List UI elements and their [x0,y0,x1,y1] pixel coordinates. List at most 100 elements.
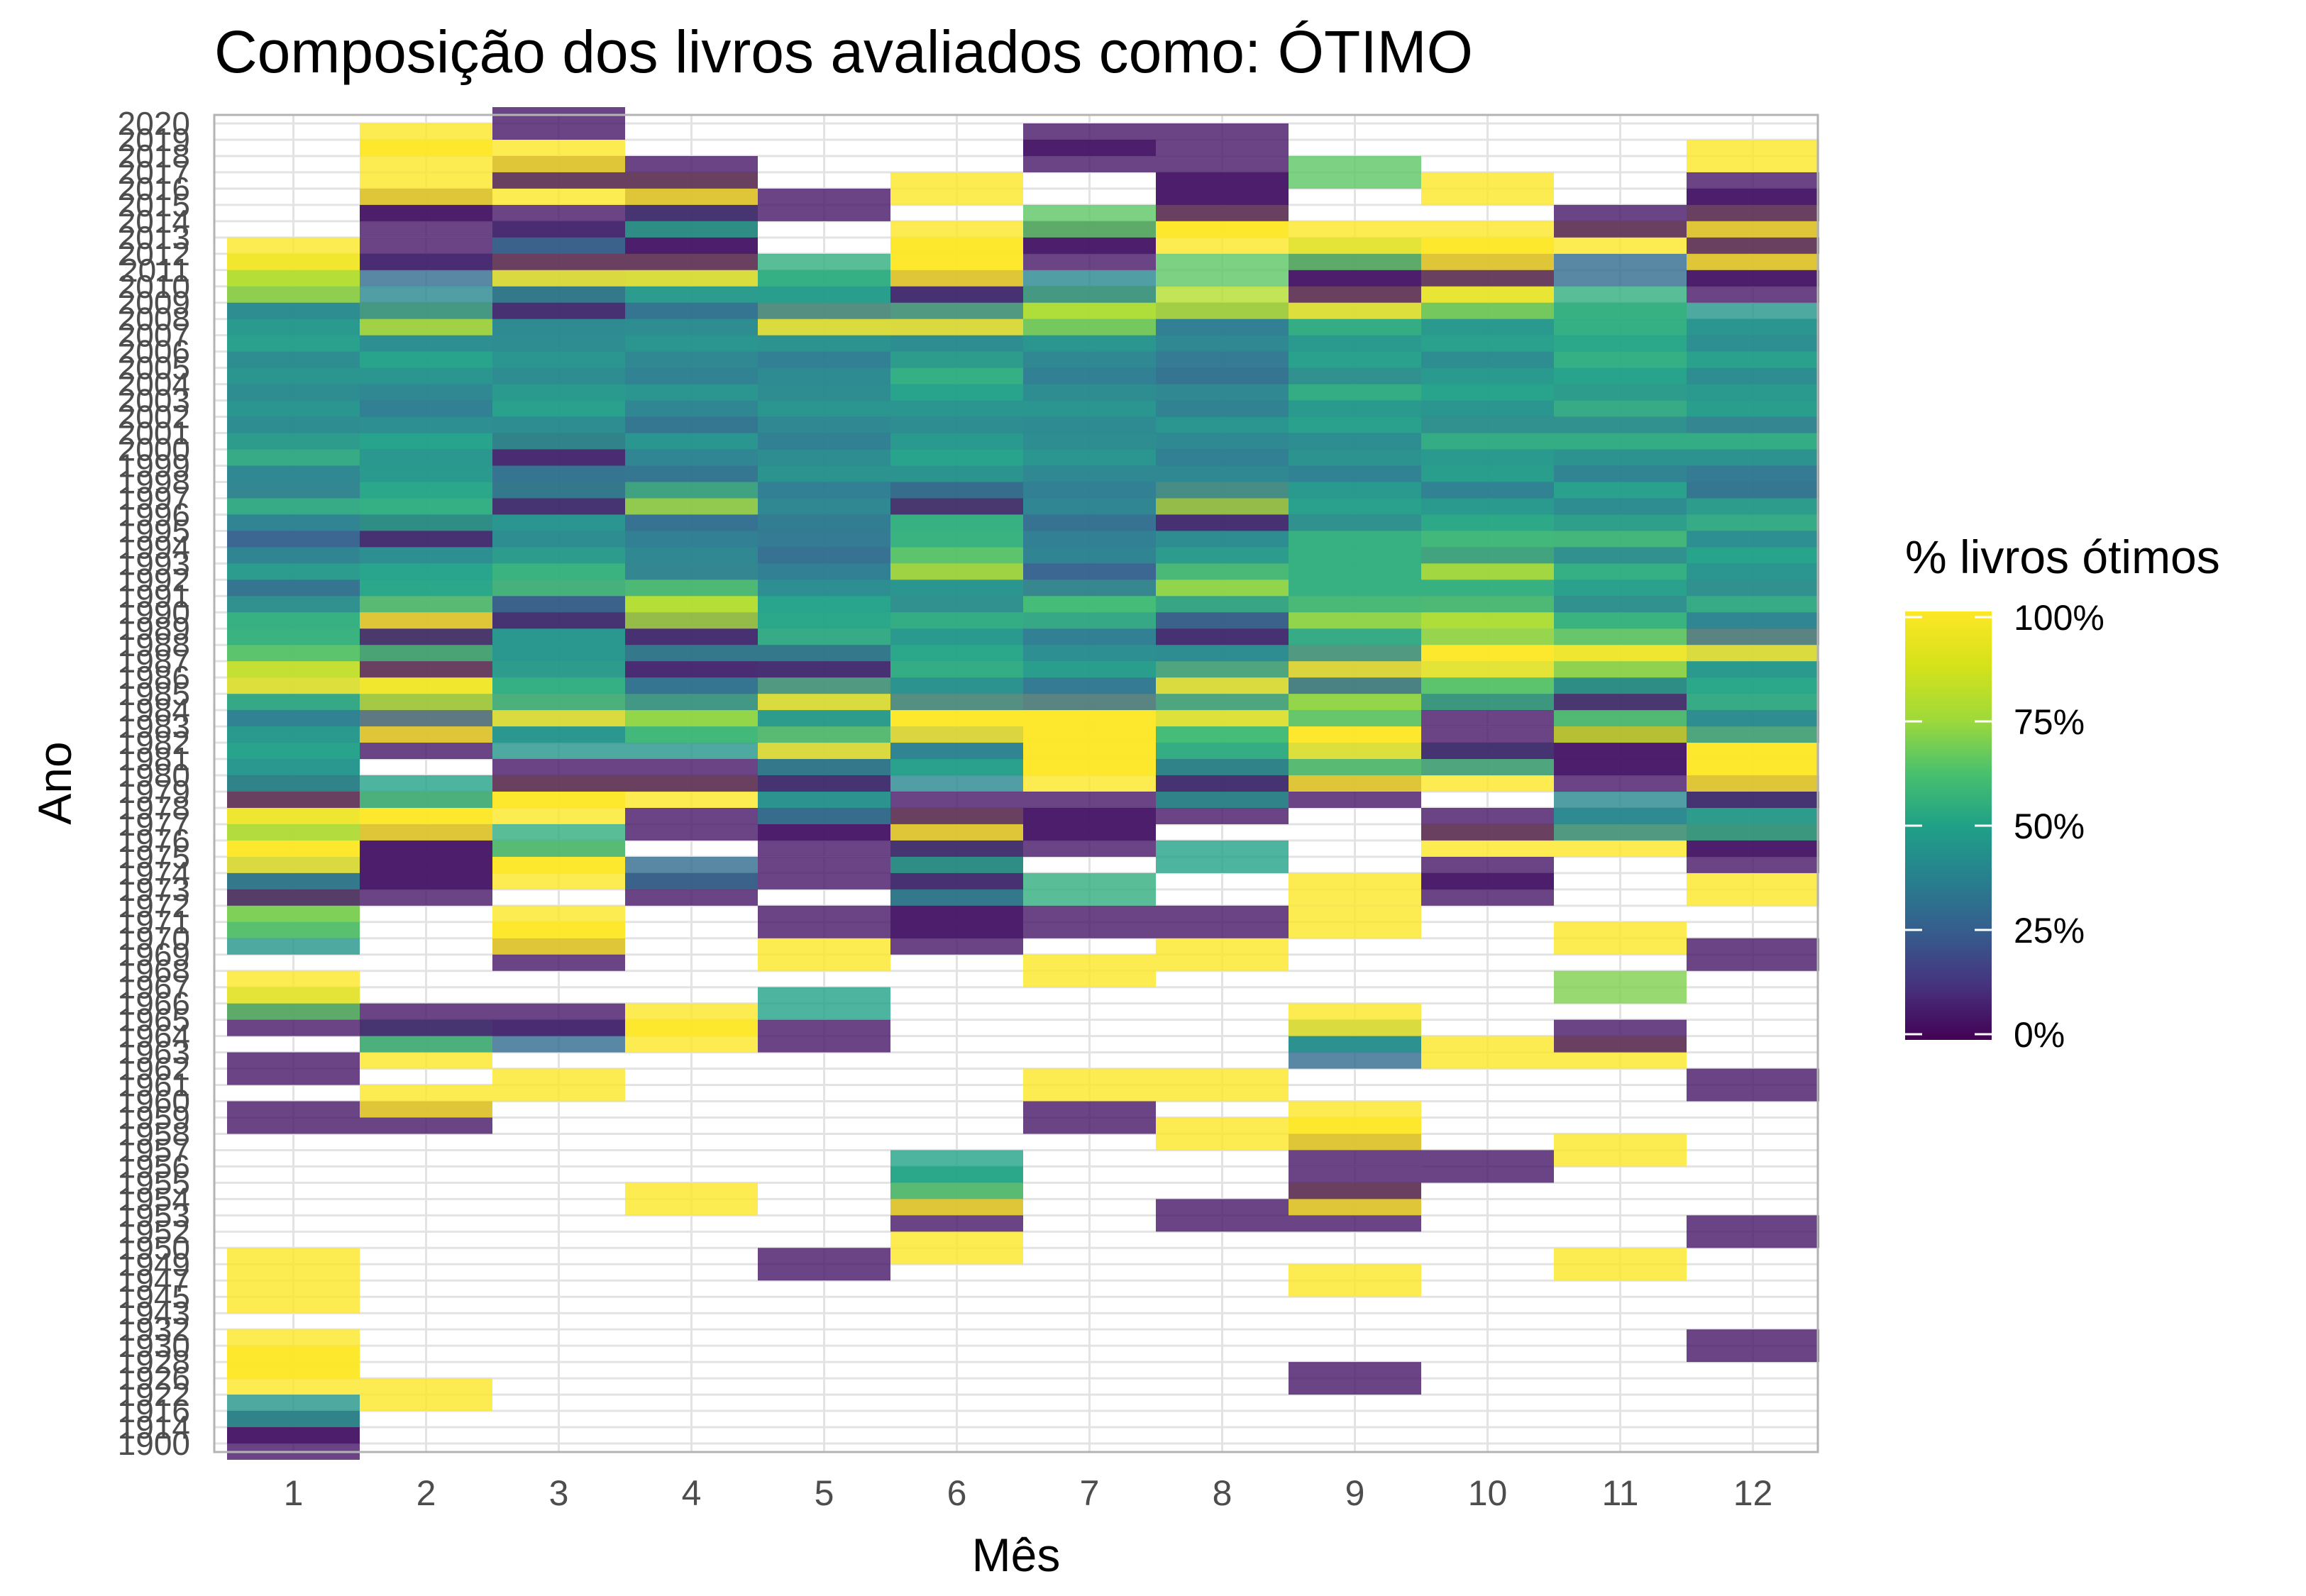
y-tick-label: 1988 [118,626,190,663]
heatmap-cell [758,1248,890,1281]
heatmap-cell [625,807,758,841]
y-tick-label: 1961 [118,1067,190,1104]
y-tick-label: 1926 [118,1360,190,1397]
heatmap-cell [1687,1329,1819,1363]
y-tick-label: 2018 [118,138,190,174]
heatmap-cell [1289,155,1421,189]
heatmap-cell [1023,905,1156,938]
heatmap-cell [758,1019,890,1053]
x-axis-title: Mês [972,1529,1061,1581]
heatmap-cell [1156,905,1289,938]
heatmap-cell [758,253,890,287]
y-tick-label: 1997 [118,480,190,516]
heatmap-cell [360,172,492,205]
y-tick-label: 2005 [118,350,190,387]
x-tick-label: 11 [1602,1473,1639,1513]
heatmap-cell [625,759,758,792]
x-tick-label: 4 [682,1473,702,1513]
y-tick-label: 1957 [118,1131,190,1168]
heatmap-cell [1289,1166,1421,1199]
legend: % livros ótimos 100% 75% 50% 25% 0% [1905,531,2220,1055]
y-tick-label: 2019 [118,121,190,158]
y-tick-label: 2017 [118,154,190,191]
y-tick-label: 1975 [118,838,190,875]
heatmap-cell [1023,123,1156,156]
y-tick-label: 1930 [118,1327,190,1364]
heatmap-cell [492,107,625,140]
y-tick-label: 1922 [118,1376,190,1413]
heatmap-cell [1023,791,1156,824]
heatmap-cell [227,1052,360,1085]
heatmap-cell [492,824,625,857]
heatmap-cell [1156,840,1289,873]
y-tick-label: 1965 [118,1002,190,1038]
heatmap-cell [890,1150,1023,1183]
heatmap-cell [492,759,625,792]
y-tick-label: 1983 [118,708,190,745]
x-tick-label: 2 [416,1473,436,1513]
heatmap-cell [625,1182,758,1216]
x-tick-label: 3 [549,1473,569,1513]
y-tick-label: 1900 [118,1425,190,1462]
y-tick-label: 1962 [118,1051,190,1087]
y-tick-label: 1980 [118,757,190,794]
heatmap-cell [1687,302,1819,336]
heatmap-cell [1156,286,1289,319]
heatmap-cell [1554,921,1687,955]
y-tick-label: 1981 [118,741,190,777]
y-tick-label: 2008 [118,301,190,338]
y-tick-label: 2009 [118,284,190,321]
y-tick-label: 1985 [118,675,190,712]
x-tick-label: 5 [815,1473,834,1513]
heatmap-cell [1421,807,1554,841]
legend-ticks: 100% 75% 50% 25% 0% [1905,598,2104,1055]
y-tick-label: 2000 [118,431,190,468]
y-tick-label: 1998 [118,463,190,500]
heatmap-cell [1289,1003,1421,1036]
y-tick-label: 1967 [118,969,190,1006]
heatmap-cell [1687,1068,1819,1102]
heatmap-cell [1554,1019,1687,1053]
legend-label: 75% [2014,702,2085,742]
heatmap-cell [1023,1068,1156,1102]
y-tick-label: 1984 [118,692,190,728]
y-tick-label: 1959 [118,1099,190,1136]
y-tick-label: 1971 [118,904,190,941]
heatmap-cell [625,1003,758,1036]
heatmap-cell [492,204,625,238]
legend-label: 25% [2014,911,2085,951]
heatmap-cell [1289,1362,1421,1395]
heatmap-cell [1156,1199,1289,1232]
heatmap-cell [1023,872,1156,906]
heatmap-cell [1289,872,1421,906]
y-tick-label: 2004 [118,366,190,403]
heatmap-cell [1156,253,1289,287]
y-tick-label: 1992 [118,561,190,598]
y-axis-ticks: 1900191419161922192619281930193219431945… [118,105,190,1462]
y-tick-label: 1914 [118,1409,190,1446]
y-tick-label: 1996 [118,496,190,533]
heatmap-cell [227,1395,360,1428]
heatmap-cell [1687,872,1819,906]
heatmap-cell [1156,938,1289,971]
heatmap-cell [1687,1215,1819,1248]
y-tick-label: 2013 [118,219,190,256]
heatmap-cell [360,286,492,319]
y-tick-label: 2016 [118,170,190,207]
legend-label: 100% [2014,598,2104,638]
heatmap-cell [1554,253,1687,287]
heatmap-cell [625,856,758,890]
heatmap-cell [1554,791,1687,824]
y-tick-label: 1979 [118,773,190,810]
y-tick-label: 1949 [118,1246,190,1282]
y-tick-label: 2007 [118,317,190,354]
heatmap-cell [758,856,890,890]
heatmap-cell [1421,856,1554,890]
heatmap-cell [492,1068,625,1102]
y-tick-label: 1969 [118,936,190,973]
heatmap-cell [758,188,890,221]
heatmap-cell [1156,123,1289,156]
y-tick-label: 1991 [118,577,190,614]
heatmap-cell [1023,1101,1156,1134]
